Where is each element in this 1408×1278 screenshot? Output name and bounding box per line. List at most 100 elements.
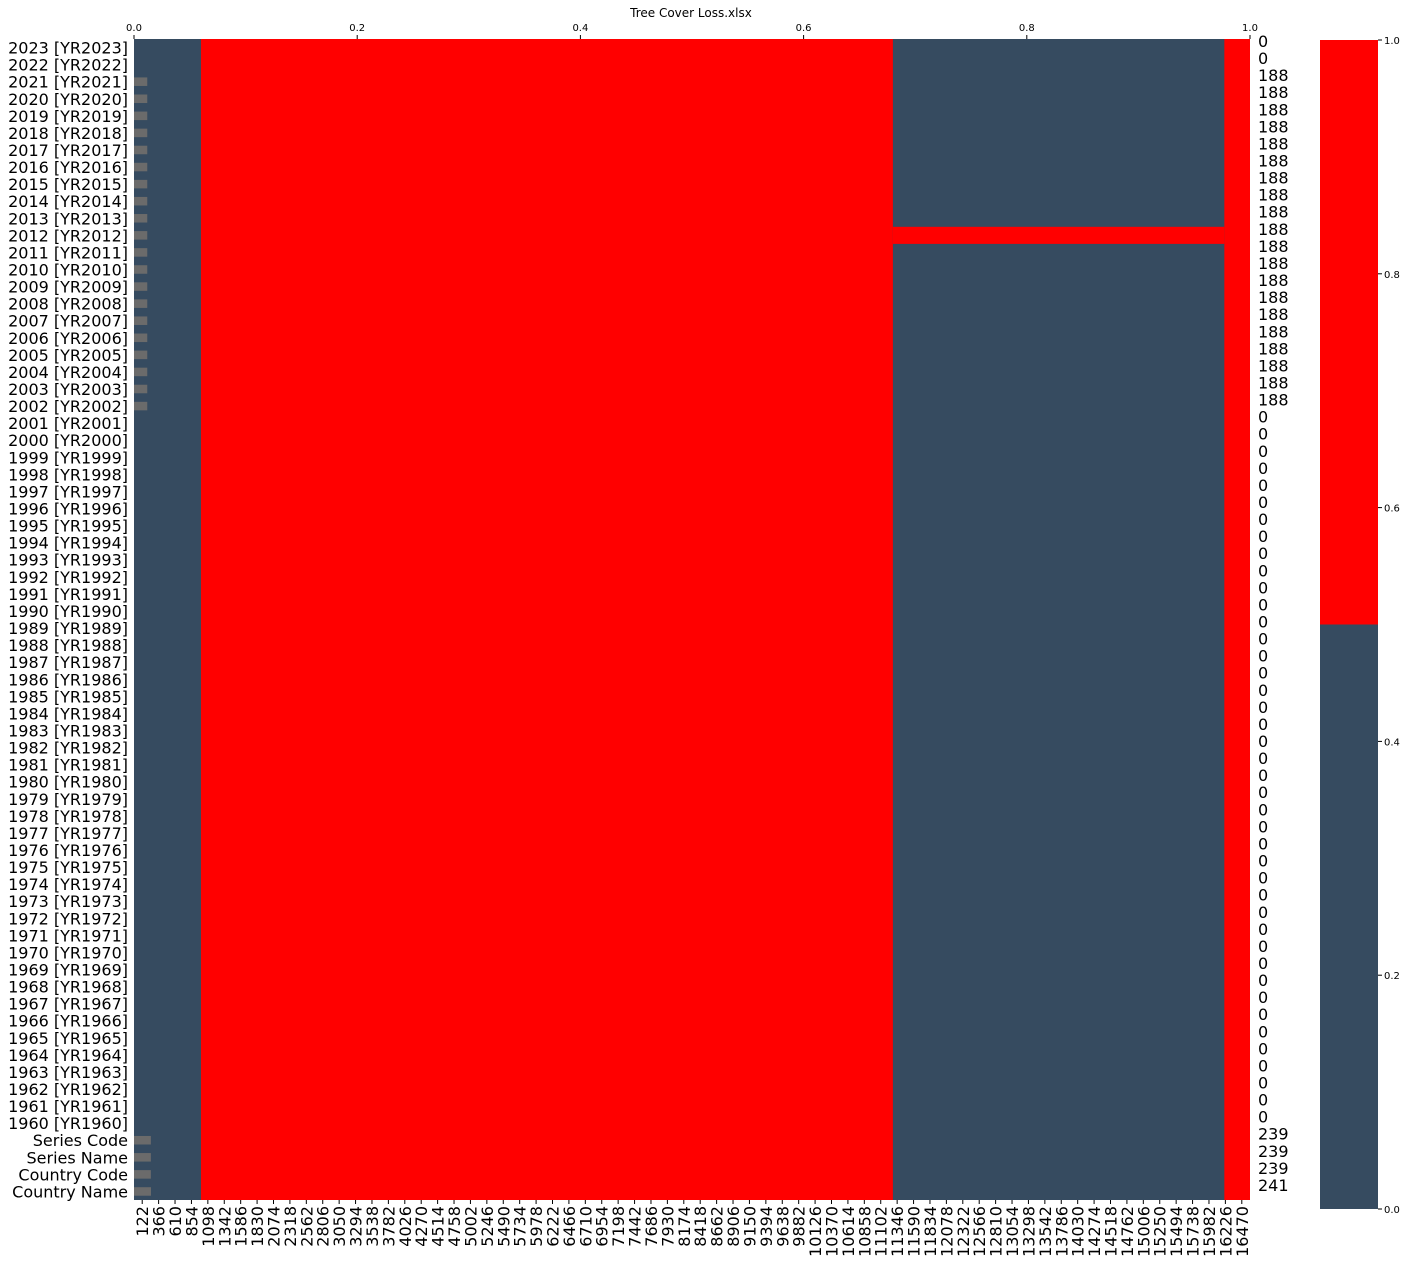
- bottom-axis-tick-label: 6466: [560, 1206, 579, 1247]
- row-count-label: 188: [1258, 186, 1289, 205]
- chart-title: Tree Cover Loss.xlsx: [629, 6, 752, 20]
- bottom-axis-tick-label: 1830: [248, 1206, 267, 1247]
- top-axis-tick-label: 1.0: [1242, 23, 1258, 34]
- row-count-label: 188: [1258, 322, 1289, 341]
- row-count-label: 0: [1258, 595, 1268, 614]
- row-count-label: 0: [1258, 510, 1268, 529]
- bottom-axis-tick-label: 7930: [658, 1206, 677, 1247]
- row-label: 1964 [YR1964]: [8, 1046, 128, 1065]
- bottom-axis-tick-label: 12566: [970, 1206, 989, 1257]
- bottom-axis-tick-label: 1098: [199, 1206, 218, 1247]
- row-count-label: 0: [1258, 32, 1268, 51]
- row-count-label: 188: [1258, 66, 1289, 85]
- row-label: 2021 [YR2021]: [8, 73, 128, 92]
- bottom-axis-tick-label: 6710: [576, 1206, 595, 1247]
- row-count-label: 188: [1258, 254, 1289, 273]
- row-count-label: 239: [1258, 1125, 1289, 1144]
- bottom-axis-tick-label: 1342: [215, 1206, 234, 1247]
- top-axis-tick-label: 0.8: [1019, 23, 1035, 34]
- bottom-axis-tick-label: 9882: [790, 1206, 809, 1247]
- bottom-axis-tick-label: 3538: [363, 1206, 382, 1247]
- row-label: 1988 [YR1988]: [8, 636, 128, 655]
- row-count-labels: 0018818818818818818818818818818818818818…: [1258, 32, 1289, 1195]
- bottom-axis-tick-label: 610: [166, 1206, 185, 1237]
- bottom-axis-tick-label: 7198: [609, 1206, 628, 1247]
- row-count-label: 0: [1258, 852, 1268, 871]
- row-count-label: 0: [1258, 647, 1268, 666]
- row-label: 1976 [YR1976]: [8, 841, 128, 860]
- top-axis-tick-label: 0.0: [126, 23, 142, 34]
- colorbar-tick-label: 0.4: [1384, 737, 1400, 748]
- row-label: 1995 [YR1995]: [8, 517, 128, 536]
- bottom-axis-tick-label: 3050: [330, 1206, 349, 1247]
- bottom-axis-tick-label: 8174: [675, 1206, 694, 1247]
- row-count-bar: [134, 214, 148, 223]
- row-count-label: 0: [1258, 664, 1268, 683]
- row-count-label: 0: [1258, 681, 1268, 700]
- bottom-axis-tick-label: 11346: [888, 1206, 907, 1257]
- bottom-axis-tick-label: 2318: [281, 1206, 300, 1247]
- top-axis: 0.0 0.2 0.4 0.6 0.8 1.0: [126, 23, 1258, 39]
- row-label: 2003 [YR2003]: [8, 380, 128, 399]
- row-label: 1978 [YR1978]: [8, 807, 128, 826]
- top-axis-tick-label: 0.4: [572, 23, 588, 34]
- row-label: 1969 [YR1969]: [8, 961, 128, 980]
- bottom-axis-tick-label: 7686: [642, 1206, 661, 1247]
- row-count-label: 0: [1258, 1022, 1268, 1041]
- row-count-label: 188: [1258, 117, 1289, 136]
- row-label: 2007 [YR2007]: [8, 312, 128, 331]
- bottom-axis-tick-label: 6954: [593, 1206, 612, 1247]
- bottom-axis-tick-label: 16226: [1216, 1206, 1235, 1257]
- bottom-axis-tick-label: 10370: [823, 1206, 842, 1257]
- row-count-label: 0: [1258, 1056, 1268, 1075]
- row-label: 2015 [YR2015]: [8, 175, 128, 194]
- row-count-label: 0: [1258, 766, 1268, 785]
- row-count-bar: [134, 299, 148, 308]
- colorbar-lower-segment: [1320, 624, 1378, 1209]
- row-count-label: 188: [1258, 100, 1289, 119]
- row-label: 1979 [YR1979]: [8, 790, 128, 809]
- row-count-label: 188: [1258, 356, 1289, 375]
- bottom-axis-tick-label: 12078: [937, 1206, 956, 1257]
- row-count-label: 188: [1258, 271, 1289, 290]
- row-label: 1990 [YR1990]: [8, 602, 128, 621]
- row-label: 1961 [YR1961]: [8, 1097, 128, 1116]
- row-label: 1965 [YR1965]: [8, 1029, 128, 1048]
- row-count-label: 0: [1258, 834, 1268, 853]
- row-count-bar: [134, 94, 148, 104]
- row-count-label: 0: [1258, 1073, 1268, 1092]
- row-count-label: 0: [1258, 732, 1268, 751]
- row-count-bar: [134, 384, 148, 394]
- row-count-label: 188: [1258, 391, 1289, 410]
- row-label: 1987 [YR1987]: [8, 653, 128, 672]
- row-count-bar: [134, 179, 148, 189]
- row-label: 2022 [YR2022]: [8, 56, 128, 75]
- row-count-label: 0: [1258, 561, 1268, 580]
- row-label: 2001 [YR2001]: [8, 414, 128, 433]
- colorbar: 0.0 0.2 0.4 0.6 0.8 1.0: [1320, 36, 1400, 1216]
- bottom-axis-tick-label: 13298: [1019, 1206, 1038, 1257]
- bottom-axis-tick-label: 10858: [855, 1206, 874, 1257]
- row-count-label: 0: [1258, 971, 1268, 990]
- row-count-label: 0: [1258, 800, 1268, 819]
- row-count-label: 0: [1258, 869, 1268, 888]
- bottom-axis-tick-label: 7442: [626, 1206, 645, 1247]
- row-count-label: 0: [1258, 527, 1268, 546]
- row-label: 1968 [YR1968]: [8, 978, 128, 997]
- row-label: 1971 [YR1971]: [8, 926, 128, 945]
- row-label: Country Code: [18, 1165, 128, 1184]
- row-label: 2009 [YR2009]: [8, 278, 128, 297]
- row-label: 1981 [YR1981]: [8, 756, 128, 775]
- row-label: Series Name: [27, 1148, 129, 1167]
- row-label: 1996 [YR1996]: [8, 500, 128, 519]
- row-label: 1967 [YR1967]: [8, 995, 128, 1014]
- bottom-axis-tick-label: 15982: [1200, 1206, 1219, 1257]
- bottom-axis-tick-label: 122: [133, 1206, 152, 1237]
- row-count-label: 0: [1258, 903, 1268, 922]
- row-label: 1977 [YR1977]: [8, 824, 128, 843]
- row-label: 2000 [YR2000]: [8, 431, 128, 450]
- colorbar-tick-label: 0.2: [1384, 971, 1400, 982]
- colorbar-upper-segment: [1320, 40, 1378, 625]
- bottom-axis-tick-label: 1586: [232, 1206, 251, 1247]
